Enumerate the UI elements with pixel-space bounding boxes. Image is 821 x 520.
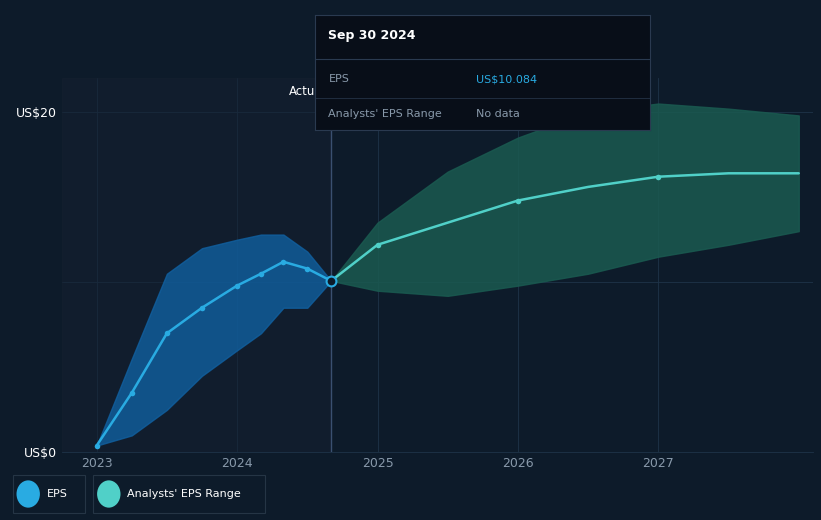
Text: EPS: EPS <box>47 489 67 499</box>
Point <box>90 441 103 450</box>
Text: Sep 30 2024: Sep 30 2024 <box>328 29 416 42</box>
Point <box>371 241 384 249</box>
Point <box>652 173 665 181</box>
Text: EPS: EPS <box>328 74 349 84</box>
Ellipse shape <box>16 480 40 508</box>
Point <box>277 257 290 266</box>
Text: Actual: Actual <box>288 85 326 98</box>
Point <box>195 304 209 312</box>
Text: Analysts' EPS Range: Analysts' EPS Range <box>127 489 241 499</box>
Text: No data: No data <box>476 109 520 119</box>
Point <box>324 277 337 285</box>
Point <box>126 388 139 397</box>
Text: Analysts Forecasts: Analysts Forecasts <box>345 85 455 98</box>
Point <box>300 265 314 273</box>
Text: US$10.084: US$10.084 <box>476 74 537 84</box>
Text: Analysts' EPS Range: Analysts' EPS Range <box>328 109 443 119</box>
FancyBboxPatch shape <box>94 475 265 513</box>
Point <box>511 197 525 205</box>
Ellipse shape <box>97 480 121 508</box>
Point <box>255 269 268 278</box>
Point <box>231 281 244 290</box>
Point <box>160 329 173 337</box>
Bar <box>62 78 331 452</box>
FancyBboxPatch shape <box>12 475 85 513</box>
